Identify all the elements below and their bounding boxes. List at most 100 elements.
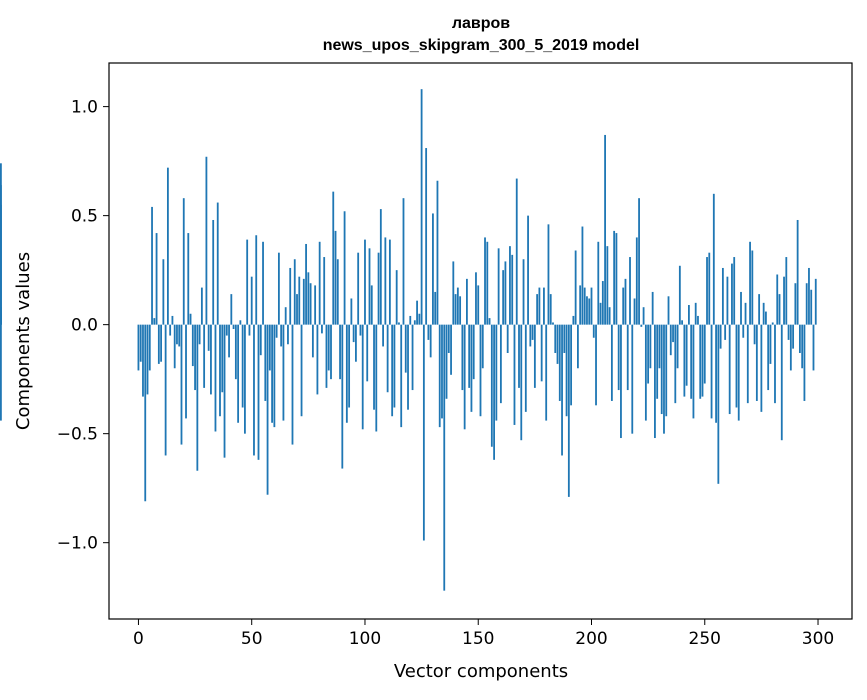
bar <box>178 324 181 347</box>
bar <box>717 324 720 484</box>
bar <box>443 324 446 591</box>
bar <box>656 324 659 399</box>
bar <box>606 246 609 325</box>
bar <box>767 324 770 391</box>
bar <box>194 324 196 391</box>
bar <box>416 300 418 325</box>
bar <box>651 291 654 325</box>
bar <box>567 324 570 497</box>
bar <box>658 324 661 369</box>
bar <box>776 274 779 325</box>
bar <box>166 167 169 325</box>
bar <box>794 283 797 325</box>
bar <box>339 324 341 380</box>
bar <box>765 311 767 325</box>
bar <box>780 324 783 441</box>
bar <box>359 324 362 336</box>
bar <box>404 324 407 373</box>
bar <box>461 324 464 391</box>
bar <box>522 259 525 325</box>
bar <box>583 287 586 325</box>
bar <box>481 324 484 369</box>
bar <box>760 324 763 412</box>
bar <box>787 324 790 340</box>
bar <box>305 243 307 325</box>
bar <box>561 324 563 456</box>
bar <box>400 324 403 428</box>
bar <box>198 324 201 345</box>
bar <box>692 324 695 419</box>
bar <box>728 324 731 415</box>
bar <box>554 324 557 353</box>
bar <box>506 324 509 353</box>
bar <box>225 324 228 336</box>
bar <box>475 272 477 325</box>
bar <box>223 324 226 458</box>
bar <box>334 230 337 325</box>
bar <box>264 324 267 401</box>
bar <box>604 134 606 325</box>
bar <box>563 324 566 353</box>
bar <box>221 324 224 393</box>
bar <box>778 294 781 325</box>
bar <box>798 324 801 353</box>
bar <box>468 324 471 388</box>
bar <box>327 324 330 371</box>
x-tick-label: 300 <box>802 629 834 649</box>
bar <box>160 324 162 362</box>
bar <box>486 241 489 325</box>
chart-subtitle: news_upos_skipgram_300_5_2019 model <box>323 37 640 54</box>
bar <box>445 324 448 399</box>
bar <box>291 324 294 445</box>
bar <box>774 324 776 404</box>
bar <box>382 324 384 347</box>
bar <box>350 298 353 325</box>
bar <box>164 324 167 456</box>
bar <box>173 324 176 369</box>
bar <box>497 248 500 325</box>
bar <box>667 296 670 325</box>
chart-title: лавров <box>452 15 510 32</box>
bar <box>393 324 396 408</box>
bar <box>316 324 319 395</box>
bar <box>665 324 668 417</box>
y-tick-label: −0.5 <box>57 425 98 445</box>
bar <box>783 276 785 325</box>
bar <box>214 324 217 432</box>
x-tick-label: 250 <box>689 629 721 649</box>
bar <box>735 324 738 408</box>
bar <box>142 324 144 397</box>
bar <box>536 294 539 325</box>
bar <box>654 324 656 439</box>
bar <box>814 278 817 325</box>
bar <box>466 278 468 325</box>
bar <box>307 272 310 325</box>
bar <box>746 324 749 404</box>
bar <box>642 307 645 325</box>
bar <box>311 324 314 358</box>
bar <box>280 324 283 347</box>
bar <box>395 270 398 325</box>
bar <box>185 324 187 419</box>
y-axis-label: Components values <box>13 252 34 430</box>
bar <box>488 318 491 325</box>
bar <box>348 324 351 408</box>
bar <box>155 233 158 325</box>
bar <box>751 250 754 325</box>
bar <box>284 307 287 325</box>
bar <box>411 324 414 391</box>
bar <box>157 324 160 364</box>
bar <box>552 322 554 325</box>
bar <box>742 324 745 338</box>
bar <box>203 324 206 388</box>
bar <box>615 233 618 325</box>
bar <box>545 324 548 421</box>
bar <box>477 285 480 325</box>
bar <box>758 294 761 325</box>
y-tick-label: 1.0 <box>71 98 98 118</box>
bar <box>710 324 713 419</box>
bar <box>0 163 2 325</box>
bar <box>216 202 219 325</box>
